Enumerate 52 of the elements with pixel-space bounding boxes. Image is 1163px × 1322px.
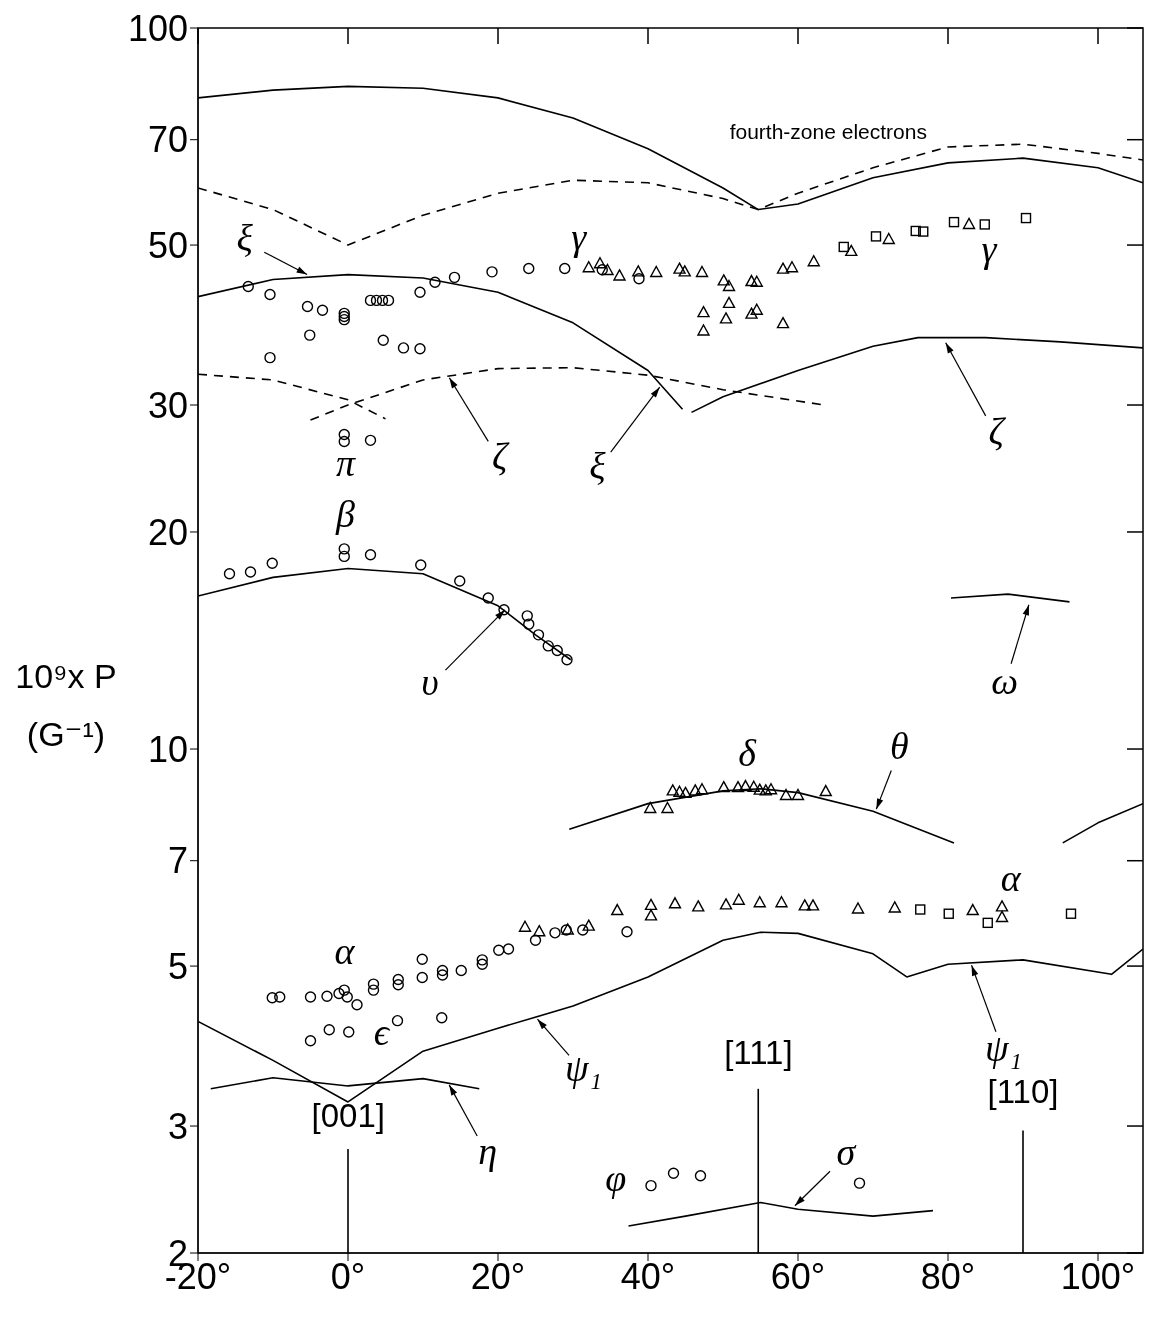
annotation: α xyxy=(1000,856,1022,899)
annotation: ϵ xyxy=(373,1010,391,1053)
x-tick-label: 80° xyxy=(920,1255,976,1297)
point xyxy=(915,904,926,915)
annotation: ψ₁ xyxy=(985,1027,1022,1070)
annotation: [111] xyxy=(724,1033,793,1071)
annotation: fourth-zone electrons xyxy=(729,119,927,143)
y-tick-label: 70 xyxy=(147,119,188,161)
annotation: ξ xyxy=(236,216,254,259)
x-tick-label: 40° xyxy=(620,1255,676,1297)
x-tick-label: 20° xyxy=(470,1255,526,1297)
annotation: ω xyxy=(991,659,1019,702)
point xyxy=(1065,908,1077,919)
annotation: [110] xyxy=(987,1072,1059,1110)
annotation: γ xyxy=(981,228,998,271)
x-tick-label: 0° xyxy=(330,1255,366,1297)
annotation: ξ xyxy=(589,444,607,487)
annotation: σ xyxy=(836,1130,857,1173)
x-tick-label: 60° xyxy=(770,1255,826,1297)
annotation: φ xyxy=(605,1156,627,1199)
annotation: ζ xyxy=(988,409,1007,452)
point xyxy=(982,917,993,929)
y-axis-title: 10⁹x P (G⁻¹) xyxy=(15,656,117,753)
point xyxy=(943,908,954,919)
y-tick-label: 100 xyxy=(127,7,188,49)
annotation: η xyxy=(478,1129,498,1172)
annotation: θ xyxy=(889,724,909,767)
annotation: [001] xyxy=(311,1096,385,1134)
point xyxy=(870,231,882,242)
annotation: υ xyxy=(421,660,439,703)
y-tick-label: 50 xyxy=(147,224,188,266)
point xyxy=(838,241,849,253)
annotation: α xyxy=(334,930,356,973)
annotation: δ xyxy=(738,731,758,774)
point xyxy=(918,226,929,237)
y-tick-label: 7 xyxy=(167,840,188,882)
point xyxy=(979,219,990,230)
point xyxy=(1020,212,1032,224)
point xyxy=(948,216,960,228)
x-tick-label: 100° xyxy=(1060,1255,1136,1297)
line-series xyxy=(209,1076,481,1090)
annotation: ζ xyxy=(492,434,511,477)
y-tick-label: 30 xyxy=(147,384,188,426)
y-tick-label: 3 xyxy=(167,1105,188,1147)
y-tick-label: 20 xyxy=(147,511,188,553)
annotation: β xyxy=(334,492,355,535)
annotation: γ xyxy=(571,215,588,258)
y-tick-label: 5 xyxy=(167,945,188,987)
y-tick-label: 10 xyxy=(147,728,188,770)
point xyxy=(910,225,921,237)
annotation: ψ₁ xyxy=(565,1046,602,1089)
annotation: π xyxy=(335,441,356,484)
